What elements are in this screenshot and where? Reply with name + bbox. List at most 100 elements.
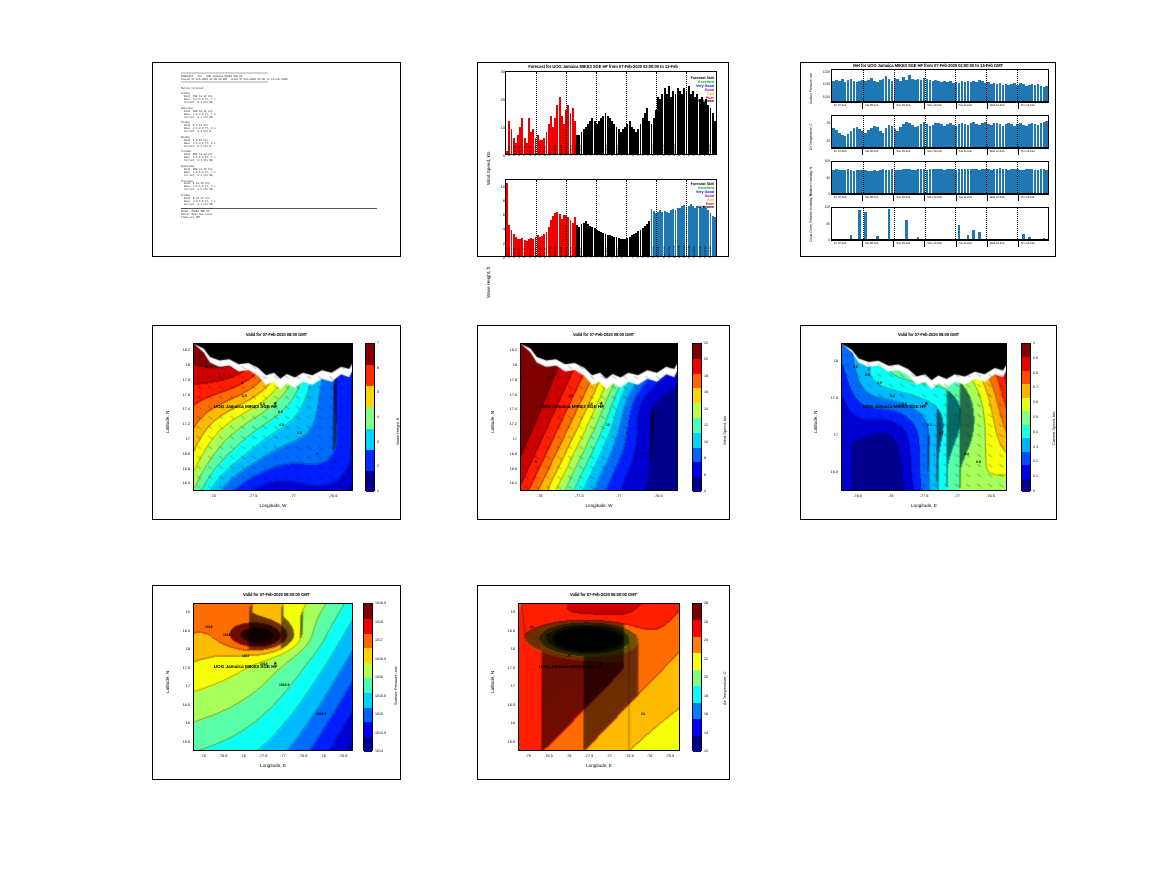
bar: [698, 99, 701, 154]
bar: [1010, 169, 1013, 193]
bar: [696, 93, 699, 154]
day-label: Sat 08-Feb: [865, 103, 879, 107]
colorbar-segment: [1022, 478, 1030, 492]
y-tick-label: 18.2: [182, 348, 190, 353]
bar: [668, 85, 670, 154]
bar: [940, 169, 943, 193]
contour-label: 24: [641, 712, 645, 716]
day-gridline: [596, 72, 597, 154]
bar: [543, 137, 546, 154]
bar: [694, 96, 697, 154]
bar: [703, 206, 705, 256]
bar: [861, 169, 864, 193]
day-gridline: [924, 70, 926, 101]
bar: [1036, 125, 1040, 147]
bar: [957, 224, 961, 239]
bar: [1001, 168, 1005, 193]
bar: [925, 169, 929, 193]
bar: [615, 237, 618, 256]
bar-series: [832, 208, 1048, 239]
x-date-label: Sun 09 11: [605, 246, 609, 258]
day-gridline: [924, 116, 926, 147]
bar: [523, 137, 526, 154]
colorbar-tick: 8: [704, 456, 706, 461]
contour-label: 4: [205, 365, 207, 369]
bar: [937, 80, 940, 101]
day-label: Wed 12-Feb: [989, 103, 1005, 107]
x-date-label: Sun 09 17: [616, 246, 620, 258]
y-tick-label: 15.5: [182, 739, 190, 744]
bar: [525, 143, 528, 154]
day-gridline: [566, 180, 567, 256]
bar-series: [506, 72, 716, 154]
bar: [1045, 169, 1048, 193]
bar: [911, 78, 914, 101]
colorbar-segment: [693, 373, 701, 389]
colorbar-segment: [364, 648, 372, 664]
y-tick-label: 17.8: [509, 377, 517, 382]
bar: [975, 82, 978, 101]
bar: [692, 206, 694, 256]
bar: [536, 134, 539, 154]
y-tick-label: 8: [502, 198, 505, 204]
relative-humidity-timeseries: [831, 161, 1049, 194]
wave-skill-legend: Forecast Skill Excellent Very Good Good Fair…: [691, 182, 714, 210]
colorbar-tick: 1016: [375, 675, 383, 679]
bar: [881, 133, 885, 147]
y-tick-label: 0: [502, 254, 505, 260]
x-date-label: Fri 07 17: [533, 145, 537, 156]
contour-label: 1015: [223, 633, 231, 637]
bar: [652, 118, 655, 154]
y-tick-label: 17.5: [182, 665, 190, 670]
day-gridline: [893, 208, 895, 239]
bar: [1019, 82, 1022, 101]
colorbar-tick: 22: [704, 341, 708, 345]
wave-height-map-colorbar: [365, 343, 375, 492]
bar: [591, 226, 594, 256]
colorbar-tick: 10: [704, 439, 708, 444]
colorbar-segment: [1022, 465, 1030, 479]
site-label: UOG Jamaica MIKE3 SGE HF: [540, 403, 605, 409]
bar: [978, 231, 981, 239]
bar: [1004, 123, 1008, 147]
bar: [598, 231, 600, 256]
x-date-label: Sat 08 08: [559, 144, 563, 156]
colorbar-tick: 1014.5: [375, 730, 386, 735]
contour-label: 0.1: [853, 365, 858, 369]
bar: [523, 240, 526, 256]
bar: [687, 85, 690, 154]
bar: [549, 220, 552, 256]
bar: [1027, 84, 1031, 101]
wind-skill-legend: Forecast Skill Excellent Very Good Good Fair…: [691, 76, 714, 104]
x-date-label: Fri 07 08: [518, 247, 522, 258]
day-gridline: [862, 70, 864, 101]
colorbar-segment: [1022, 438, 1030, 452]
bar: [569, 220, 572, 256]
site-label: UOG Jamaica MIKE3 SGE HF: [862, 403, 927, 409]
bar: [989, 169, 993, 193]
day-separator: [893, 149, 895, 155]
bar: [681, 206, 684, 256]
colorbar-segment: [693, 432, 701, 448]
y-tick-label: 19: [185, 610, 190, 615]
bar: [519, 126, 522, 154]
wave-height-chart: [505, 179, 717, 257]
bar: [852, 128, 856, 147]
bar: [534, 137, 537, 154]
contour-label: 0.4: [964, 452, 969, 456]
x-date-label: Mon 10 14: [641, 245, 645, 258]
y-tick-label: 50: [826, 175, 830, 180]
bar: [840, 78, 844, 101]
bar: [624, 238, 627, 256]
bar: [663, 211, 666, 256]
colorbar-tick: 1: [377, 489, 379, 493]
contour-label: 6: [535, 460, 537, 464]
contour-label: 1015.5: [316, 712, 327, 716]
y-tick-label: 17.4: [182, 407, 190, 412]
bar: [1022, 84, 1025, 101]
bar: [972, 168, 975, 193]
x-date-label: Mon 10 20: [647, 245, 651, 258]
bar: [554, 118, 557, 154]
current-speed-map-title: Valid for 07-Feb-2020 08:00 GMT: [897, 332, 960, 337]
bar: [543, 233, 546, 256]
